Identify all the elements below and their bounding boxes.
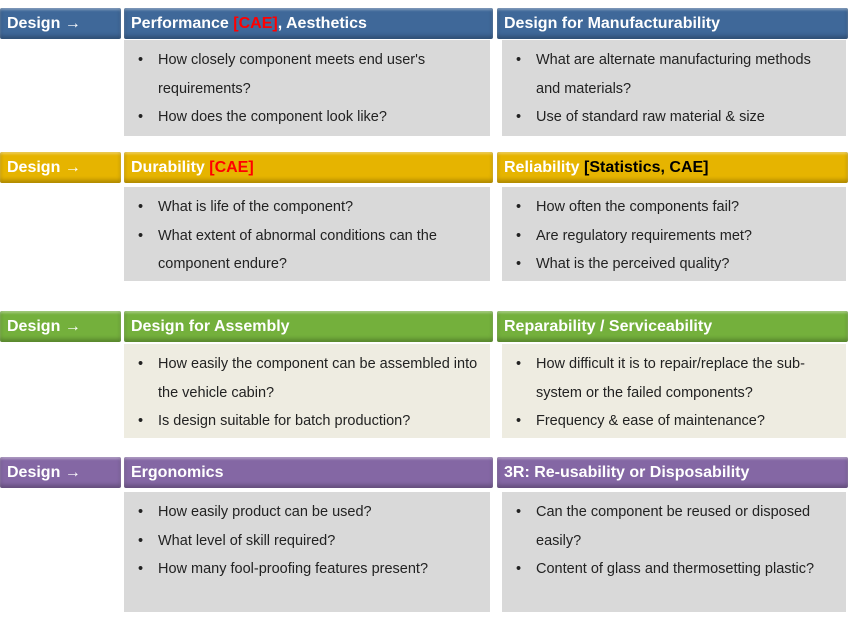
category-header: Ergonomics — [124, 457, 493, 488]
question-box: How easily product can be used?What leve… — [124, 492, 490, 612]
question-item: How easily the component can be assemble… — [132, 350, 482, 407]
question-item: Is design suitable for batch production? — [132, 407, 482, 436]
category-title-suffix: , Aesthetics — [277, 15, 367, 32]
category-title: Durability — [131, 159, 210, 176]
design-label: Design → — [0, 8, 121, 39]
category-tag: [Statistics, CAE] — [584, 159, 709, 176]
category-header: Design for Assembly — [124, 311, 493, 342]
category-title: Performance — [131, 15, 234, 32]
question-item: How often the components fail? — [510, 193, 838, 222]
category-header: Durability [CAE] — [124, 152, 493, 183]
question-box: How easily the component can be assemble… — [124, 344, 490, 438]
category-tag: [CAE] — [233, 15, 278, 32]
question-item: Frequency & ease of maintenance? — [510, 407, 838, 436]
category-title: 3R: Re-usability or Disposability — [504, 464, 750, 481]
question-item: How easily product can be used? — [132, 498, 482, 527]
question-box: Can the component be reused or disposed … — [502, 492, 846, 612]
question-box: How often the components fail?Are regula… — [502, 187, 846, 281]
category-header: Reliability [Statistics, CAE] — [497, 152, 848, 183]
question-box: What are alternate manufacturing methods… — [502, 40, 846, 136]
category-title: Design for Assembly — [131, 318, 290, 335]
question-item: How difficult it is to repair/replace th… — [510, 350, 838, 407]
question-item: Use of standard raw material & size — [510, 103, 838, 132]
question-item: What extent of abnormal conditions can t… — [132, 222, 482, 279]
question-item: Are regulatory requirements met? — [510, 222, 838, 251]
category-title: Reparability / Serviceability — [504, 318, 713, 335]
category-title: Ergonomics — [131, 464, 224, 481]
question-box: How closely component meets end user's r… — [124, 40, 490, 136]
design-label: Design → — [0, 457, 121, 488]
question-item: What level of skill required? — [132, 527, 482, 556]
category-header: Performance [CAE], Aesthetics — [124, 8, 493, 39]
question-item: What are alternate manufacturing methods… — [510, 46, 838, 103]
category-header: Reparability / Serviceability — [497, 311, 848, 342]
question-box: How difficult it is to repair/replace th… — [502, 344, 846, 438]
category-title: Reliability — [504, 159, 585, 176]
design-label: Design → — [0, 152, 121, 183]
question-item: How closely component meets end user's r… — [132, 46, 482, 103]
category-title: Design for Manufacturability — [504, 15, 721, 32]
category-header: 3R: Re-usability or Disposability — [497, 457, 848, 488]
question-item: Can the component be reused or disposed … — [510, 498, 838, 555]
question-item: What is the perceived quality? — [510, 250, 838, 279]
question-item: Content of glass and thermosetting plast… — [510, 555, 838, 584]
category-tag: [CAE] — [209, 159, 254, 176]
question-item: How does the component look like? — [132, 103, 482, 132]
question-item: How many fool-proofing features present? — [132, 555, 482, 584]
question-box: What is life of the component?What exten… — [124, 187, 490, 281]
question-item: What is life of the component? — [132, 193, 482, 222]
category-header: Design for Manufacturability — [497, 8, 848, 39]
design-label: Design → — [0, 311, 121, 342]
